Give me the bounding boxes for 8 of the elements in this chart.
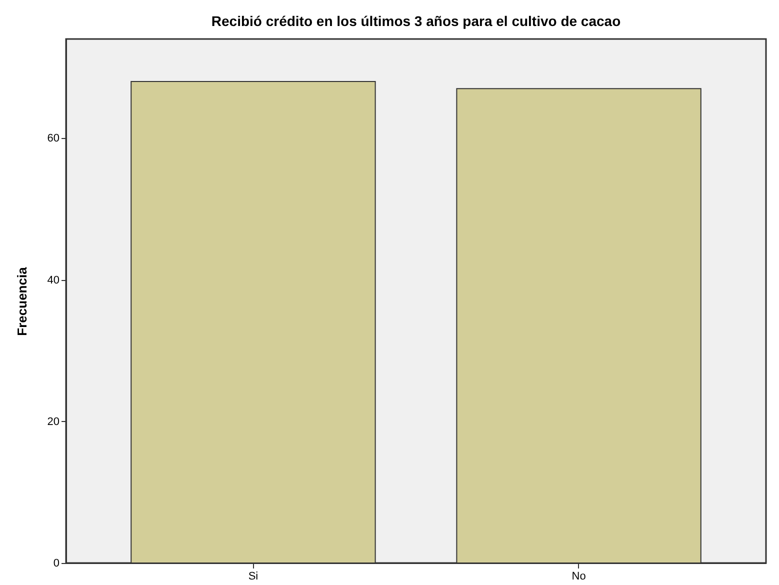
y-axis-title: Frecuencia — [14, 266, 30, 336]
chart-title: Recibió crédito en los últimos 3 años para el cultivo de cacao — [211, 13, 621, 29]
y-tick-label: 0 — [53, 558, 60, 570]
y-tick-label: 60 — [47, 132, 60, 145]
y-tick-label: 40 — [47, 274, 60, 286]
x-tick-label: Si — [248, 570, 258, 582]
y-tick-label: 20 — [47, 416, 60, 428]
x-tick-label: No — [572, 570, 586, 582]
